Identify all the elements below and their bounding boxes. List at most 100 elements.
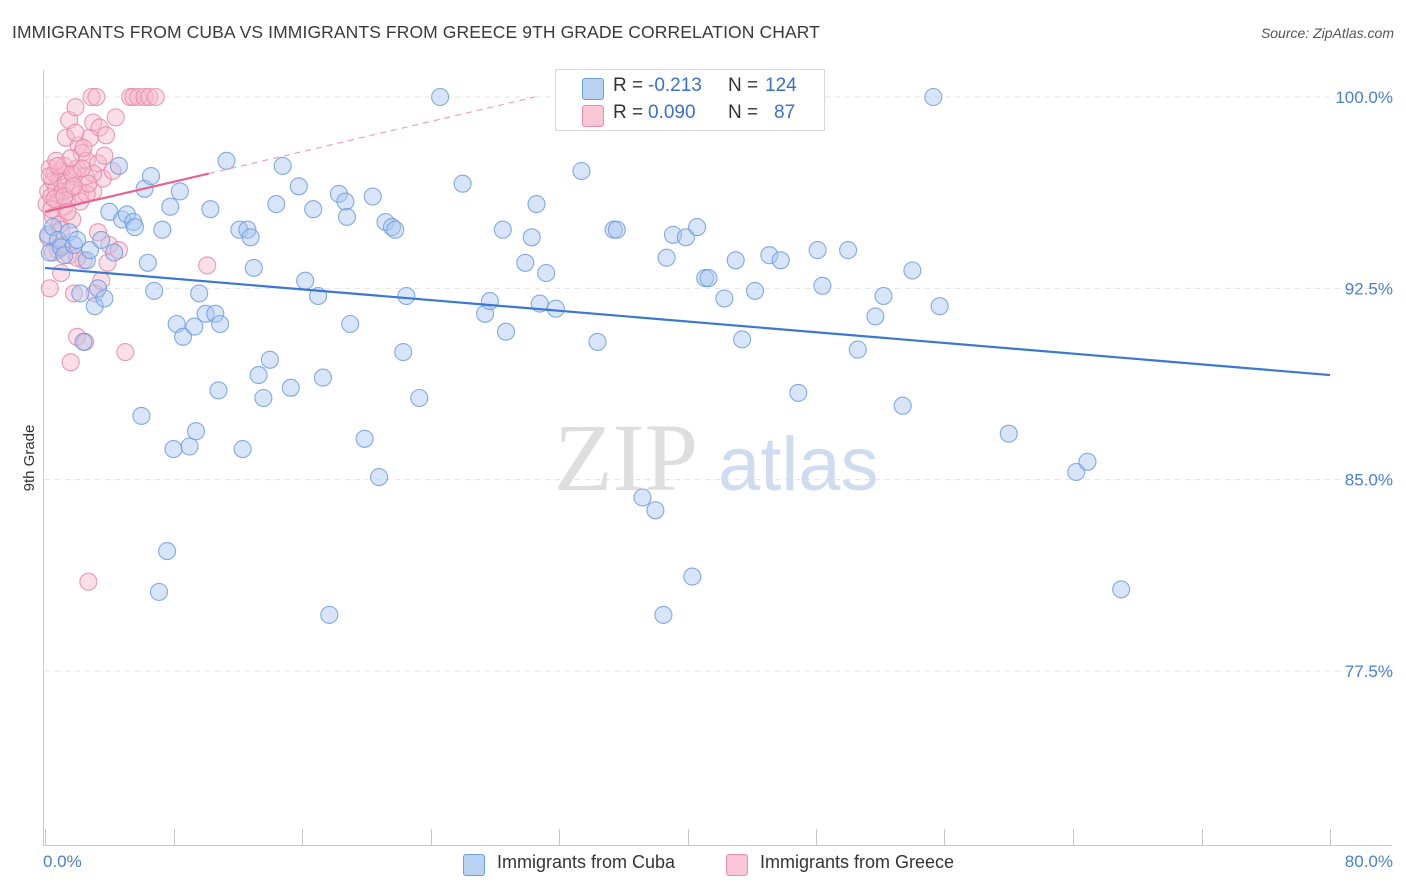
cuba-point (138, 253, 157, 272)
cuba-point (1078, 452, 1097, 471)
cuba-point (304, 200, 323, 219)
y-tick-label: 77.5% (1345, 662, 1393, 681)
greece-point (198, 256, 217, 275)
trend-lines (44, 96, 1331, 377)
cuba-point (196, 304, 215, 323)
cuba-point (267, 195, 286, 214)
cuba-point (397, 286, 416, 306)
greece-point (72, 159, 91, 178)
cuba-point (893, 396, 912, 415)
y-tick-label: 92.5% (1345, 279, 1393, 298)
cuba-point (760, 246, 779, 265)
cuba-point (699, 269, 718, 288)
cuba-point (233, 440, 252, 459)
cuba-point (170, 182, 189, 201)
greece-point (79, 572, 98, 591)
greece-point (61, 149, 80, 168)
greece-point (64, 284, 83, 303)
cuba-point (281, 378, 300, 397)
cuba-point (572, 161, 591, 181)
y-tick-label: 85.0% (1345, 471, 1393, 490)
cuba-point (313, 368, 332, 387)
cuba-point (149, 582, 169, 601)
cuba-point (68, 230, 87, 249)
cuba-point (164, 440, 183, 459)
legend-n-cuba: 124 (765, 75, 797, 96)
x-tick-min: 0.0% (43, 852, 82, 871)
greece-point (140, 87, 159, 107)
cuba-point (654, 605, 673, 624)
cuba-point (80, 241, 100, 260)
cuba-point (273, 156, 292, 175)
cuba-point (260, 350, 279, 369)
cuba-point (813, 276, 832, 295)
cuba-point (64, 235, 83, 255)
cuba-point (866, 307, 885, 326)
cuba-point (190, 284, 209, 303)
cuba-point (588, 332, 607, 351)
greece-point (109, 241, 128, 260)
greece-point (98, 253, 117, 272)
cuba-point (874, 286, 893, 306)
greece-point (74, 138, 93, 158)
cuba-point (903, 261, 922, 280)
cuba-point (733, 330, 752, 349)
legend-swatch-cuba (582, 78, 604, 100)
cuba-point (771, 251, 790, 270)
cuba-point (296, 271, 315, 290)
cuba-point (329, 184, 348, 203)
cuba-point (153, 220, 172, 239)
cuba-point (85, 297, 104, 316)
cuba-point (125, 218, 144, 237)
legend-n-label: N = (728, 75, 759, 96)
cuba-point (453, 174, 472, 193)
cuba-point (141, 167, 161, 186)
cuba-point (715, 289, 734, 308)
cuba-point (839, 241, 858, 260)
greece-point (84, 164, 103, 183)
cuba-point (209, 381, 228, 400)
cuba-point (241, 228, 260, 247)
cuba-point (546, 299, 565, 318)
cuba-point (527, 195, 546, 214)
cuba-point (217, 151, 236, 170)
greece-point (87, 87, 106, 107)
greece-points (37, 87, 217, 591)
cuba-point (726, 251, 745, 270)
cuba-trend-line (44, 266, 1331, 377)
greece-point (64, 177, 83, 196)
greece-point (66, 98, 85, 117)
cuba-point (289, 177, 308, 196)
cuba-point (109, 156, 128, 175)
cuba-point (132, 406, 151, 425)
bottom-legend-label-cuba: Immigrants from Cuba (497, 852, 676, 872)
cuba-point (74, 332, 93, 351)
y-axis-label: 9th Grade (21, 425, 38, 492)
cuba-point (254, 388, 273, 408)
greece-point (40, 279, 59, 298)
cuba-point (522, 228, 541, 247)
cuba-point (158, 542, 177, 561)
x-tick-max: 80.0% (1344, 852, 1393, 871)
bottom-legend-label-greece: Immigrants from Greece (760, 852, 955, 872)
cuba-point (174, 327, 193, 346)
legend-r-label: R = (613, 102, 644, 123)
chart-title: IMMIGRANTS FROM CUBA VS IMMIGRANTS FROM … (12, 22, 820, 42)
legend-row-cuba: R = -0.213 N = 124 (556, 75, 824, 101)
greece-point (66, 123, 85, 142)
cuba-point (808, 241, 827, 260)
cuba-point (496, 322, 516, 341)
cuba-point (848, 340, 867, 359)
cuba-point (95, 289, 114, 308)
cuba-point (244, 258, 263, 277)
cuba-point (516, 253, 535, 272)
cuba-point (607, 220, 626, 239)
legend-r-greece: 0.090 (648, 102, 696, 123)
legend-r-cuba: -0.213 (648, 75, 702, 96)
cuba-point (77, 251, 96, 270)
cuba-point (480, 292, 499, 311)
cuba-point (646, 501, 665, 520)
cuba-point (924, 87, 943, 107)
cuba-point (745, 281, 765, 300)
y-tick-label: 100.0% (1335, 88, 1393, 107)
